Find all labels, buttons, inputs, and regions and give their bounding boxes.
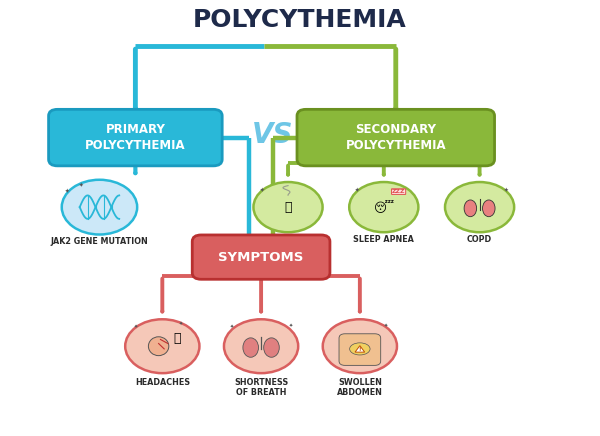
Text: JAK2 GENE MUTATION: JAK2 GENE MUTATION <box>50 237 148 246</box>
Ellipse shape <box>482 200 495 217</box>
Text: SHORTNESS
OF BREATH: SHORTNESS OF BREATH <box>234 378 288 397</box>
Text: ✦: ✦ <box>259 188 264 193</box>
Ellipse shape <box>323 319 397 373</box>
Text: SECONDARY
POLYCYTHEMIA: SECONDARY POLYCYTHEMIA <box>346 123 446 152</box>
Text: ZZZ: ZZZ <box>392 189 406 194</box>
Text: ⛏: ⛏ <box>173 332 181 344</box>
Text: POLYCYTHEMIA: POLYCYTHEMIA <box>193 8 407 32</box>
Ellipse shape <box>464 200 476 217</box>
Ellipse shape <box>62 180 137 235</box>
Text: ✦: ✦ <box>79 183 84 187</box>
Text: ✦: ✦ <box>65 189 70 194</box>
Text: PRIMARY
POLYCYTHEMIA: PRIMARY POLYCYTHEMIA <box>85 123 185 152</box>
FancyBboxPatch shape <box>297 109 494 166</box>
Ellipse shape <box>224 319 298 373</box>
Text: ✦: ✦ <box>503 188 508 193</box>
Ellipse shape <box>253 182 323 232</box>
Text: SYMPTOMS: SYMPTOMS <box>218 251 304 264</box>
Text: ✦: ✦ <box>134 325 139 330</box>
Text: COPD: COPD <box>467 235 492 244</box>
Text: ✦: ✦ <box>355 188 360 193</box>
Text: SWOLLEN
ABDOMEN: SWOLLEN ABDOMEN <box>337 378 383 397</box>
Text: SMOKING: SMOKING <box>266 235 310 244</box>
FancyBboxPatch shape <box>339 334 380 365</box>
Text: ✦: ✦ <box>229 325 233 330</box>
Polygon shape <box>355 346 365 352</box>
Text: !: ! <box>359 347 361 352</box>
Ellipse shape <box>148 337 169 356</box>
Text: ✦: ✦ <box>179 322 183 327</box>
Text: ✦: ✦ <box>384 324 388 328</box>
Ellipse shape <box>445 182 514 232</box>
FancyBboxPatch shape <box>192 235 330 279</box>
Ellipse shape <box>125 319 199 373</box>
Ellipse shape <box>243 338 259 357</box>
Text: VS: VS <box>253 121 294 150</box>
Text: SLEEP APNEA: SLEEP APNEA <box>353 235 414 244</box>
Ellipse shape <box>350 343 370 355</box>
Text: 🚬: 🚬 <box>284 201 292 214</box>
Ellipse shape <box>263 338 279 357</box>
Text: 😴: 😴 <box>374 201 394 214</box>
Text: HEADACHES: HEADACHES <box>135 378 190 387</box>
FancyBboxPatch shape <box>49 109 222 166</box>
Text: ✦: ✦ <box>289 324 293 328</box>
Ellipse shape <box>349 182 418 232</box>
